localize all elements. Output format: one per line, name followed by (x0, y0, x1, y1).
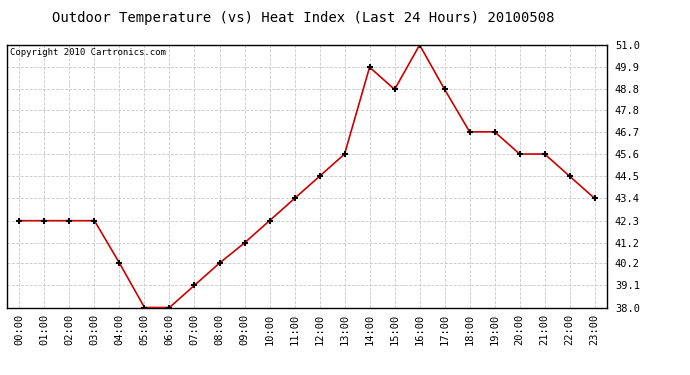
Text: Copyright 2010 Cartronics.com: Copyright 2010 Cartronics.com (10, 48, 166, 57)
Text: Outdoor Temperature (vs) Heat Index (Last 24 Hours) 20100508: Outdoor Temperature (vs) Heat Index (Las… (52, 11, 555, 25)
